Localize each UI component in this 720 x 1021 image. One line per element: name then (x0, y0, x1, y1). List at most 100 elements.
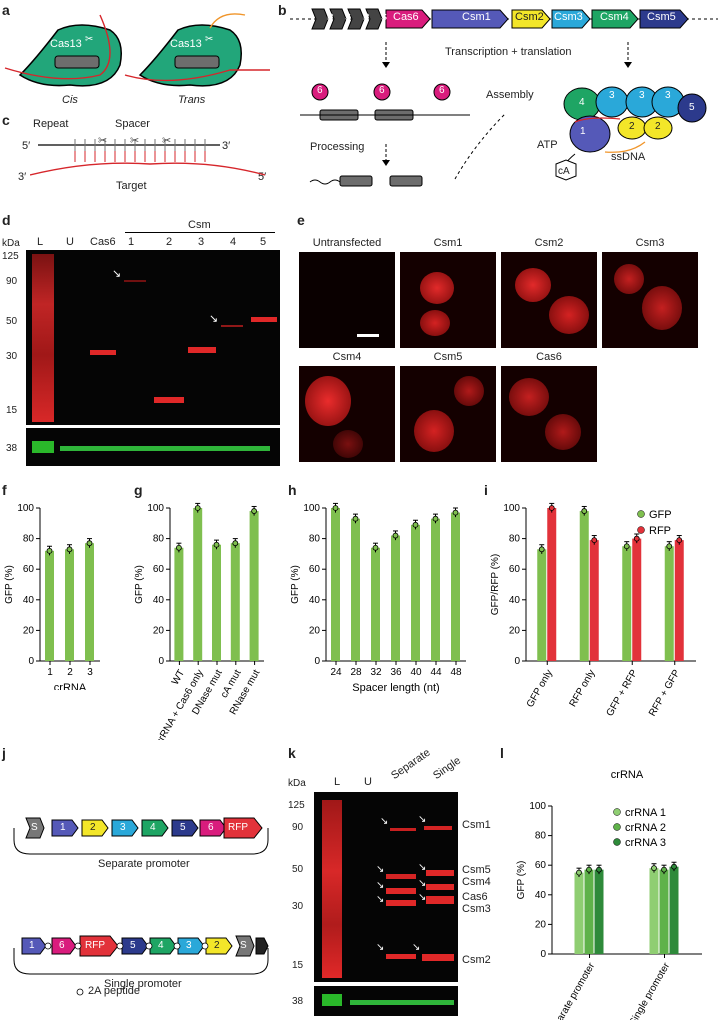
subunit-2b: 2 (655, 121, 661, 132)
arrow-icon: ↘ (418, 878, 427, 889)
y-tick-label: 0 (514, 656, 520, 667)
x-tick-label: GFP + RFP (605, 668, 641, 719)
ca-label: cA (558, 166, 570, 177)
y-tick-label: 0 (314, 656, 320, 667)
y-axis-label: GFP (%) (516, 861, 527, 900)
j-sin-rfp: RFP (85, 940, 105, 951)
panel-label-e: e (297, 212, 305, 228)
marker-30-k: 30 (292, 901, 304, 912)
marker-90-k: 90 (292, 822, 304, 833)
lane-cas6-d: Cas6 (90, 236, 116, 248)
panel-label-a: a (2, 2, 10, 18)
cell-label-csm2: Csm2 (534, 237, 564, 249)
cell-image-csm2 (501, 252, 597, 348)
x-tick-label: 44 (430, 667, 442, 678)
y-tick-label: 20 (23, 625, 35, 636)
loading-blot-d (26, 428, 280, 466)
bar (249, 511, 259, 661)
x-tick-label: GFP only (525, 668, 555, 709)
j-sep-5: 5 (180, 822, 186, 833)
legend-swatch (613, 808, 621, 816)
legend-swatch (613, 823, 621, 831)
data-point (412, 521, 419, 528)
bar (622, 546, 632, 661)
y-tick-label: 0 (158, 656, 164, 667)
cell-image-csm1 (400, 252, 496, 348)
j-sep-6: 6 (208, 822, 214, 833)
data-point (46, 547, 53, 554)
y-tick-label: 20 (535, 919, 547, 930)
y-tick-label: 60 (309, 564, 321, 575)
data-point (676, 537, 683, 544)
lane-L-d: L (37, 236, 44, 248)
x-tick-label: WT (170, 668, 187, 687)
x-axis-label: Spacer length (nt) (352, 682, 439, 694)
j-sin-1: 1 (29, 940, 35, 951)
legend-swatch (637, 510, 645, 518)
arrow-icon: ↘ (376, 942, 385, 953)
arrow-icon: ↘ (418, 814, 427, 825)
data-point (432, 515, 439, 522)
scissors-icon: ✂ (205, 34, 213, 45)
legend-label: crRNA 2 (625, 822, 666, 834)
legend-label: RFP (649, 525, 671, 537)
y-tick-label: 100 (503, 503, 520, 514)
arrow-icon: ↘ (376, 864, 385, 875)
prime-5-left: 5′ (22, 140, 31, 152)
data-point (194, 505, 201, 511)
target-label: Target (116, 180, 147, 192)
csm-label-d: Csm (188, 219, 211, 231)
arrow-icon: ↘ (209, 313, 219, 325)
loading-38-k: 38 (292, 996, 304, 1007)
arrow-icon: ↘ (376, 894, 385, 905)
cell-label-cas6: Cas6 (536, 351, 562, 363)
data-point (332, 505, 339, 511)
legend-label: crRNA 3 (625, 837, 666, 849)
j-sep-s: S (31, 822, 38, 833)
marker-90-d: 90 (6, 276, 18, 287)
lane-L-k: L (334, 776, 341, 788)
y-tick-label: 60 (23, 564, 35, 575)
western-blot-d: ↘ ↘ (26, 250, 280, 425)
prime-5-right: 5′ (258, 171, 267, 183)
scissors-icon: ✂ (130, 135, 139, 147)
y-tick-label: 60 (535, 860, 547, 871)
cas6-num-3: 6 (439, 85, 445, 96)
panel-label-h: h (288, 482, 297, 498)
2a-peptide-legend: 2A peptide (88, 985, 140, 997)
x-tick-label: 3 (87, 667, 93, 678)
panel-label-c: c (2, 112, 10, 128)
cell-image-csm5 (400, 366, 496, 462)
prime-3-right: 3′ (222, 140, 231, 152)
subunit-3b: 3 (639, 90, 645, 101)
bar (45, 550, 54, 661)
j-sin-2: 2 (214, 940, 220, 951)
y-tick-label: 40 (309, 595, 321, 606)
panel-c-diagram: ✂ ✂ ✂ (30, 135, 266, 176)
y-axis-label: GFP (%) (4, 565, 15, 604)
kda-label-d: kDa (2, 238, 20, 249)
repeat-r-2: R (363, 12, 370, 22)
data-point (392, 532, 399, 539)
arrow-icon: ↘ (418, 892, 427, 903)
y-tick-label: 40 (509, 595, 521, 606)
marker-125-d: 125 (2, 251, 19, 262)
bar (632, 538, 642, 661)
y-tick-label: 80 (309, 534, 321, 545)
bar (584, 869, 594, 954)
separate-promoter-label: Separate promoter (98, 858, 190, 870)
bar (431, 518, 440, 661)
x-tick-label: Single promoter (627, 960, 672, 1020)
y-tick-label: 20 (509, 625, 521, 636)
data-point (352, 515, 359, 522)
subunit-4: 4 (579, 97, 585, 108)
atp-label: ATP (537, 139, 558, 151)
lane-U-k: U (364, 776, 372, 788)
y-axis-label: GFP (%) (134, 565, 145, 604)
subunit-5: 5 (689, 102, 695, 113)
lane-5-d: 5 (260, 236, 267, 248)
y-tick-label: 80 (535, 831, 547, 842)
j-sin-6: 6 (59, 940, 65, 951)
cell-label-csm1: Csm1 (433, 237, 463, 249)
bar (674, 540, 684, 661)
